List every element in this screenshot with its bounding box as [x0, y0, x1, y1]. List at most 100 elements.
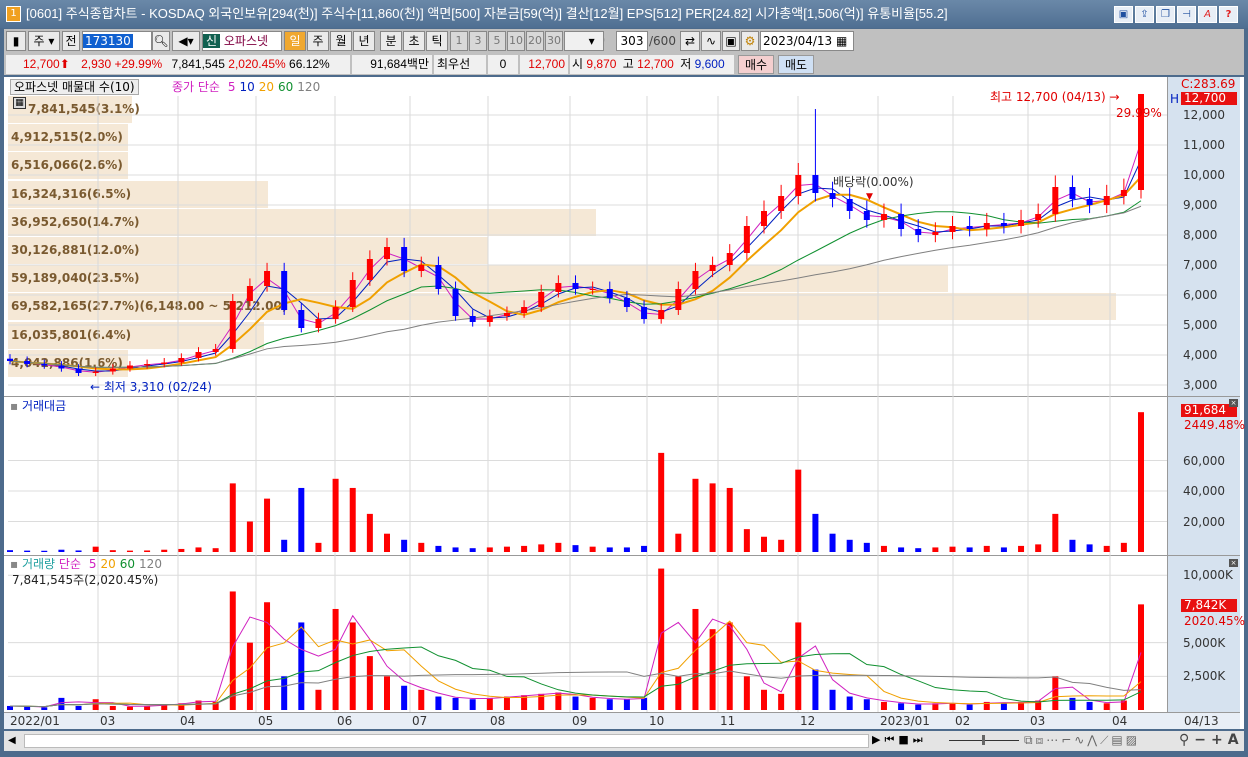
indicator-icon[interactable]: ∿ [701, 31, 721, 51]
market-select[interactable]: 주 ▾ [28, 31, 60, 51]
prev-button[interactable]: 전 [62, 31, 80, 51]
menu-icon[interactable]: ▮ [6, 31, 26, 51]
period-1[interactable]: 주 [307, 31, 329, 51]
low-note: ← 최저 3,310 (02/24) [90, 380, 212, 394]
table-icon[interactable]: ▦ [13, 97, 26, 109]
ma-20-label: 20 [258, 80, 275, 94]
ma-10-label: 10 [239, 80, 255, 94]
period-4[interactable]: 분 [380, 31, 402, 51]
interval-20[interactable]: 20 [526, 31, 544, 51]
date-axis [4, 712, 1240, 729]
candle-icon[interactable]: ⇄ [680, 31, 700, 51]
pin-icon[interactable]: ⊣ [1177, 6, 1196, 23]
axis-h-value: H [1170, 92, 1180, 106]
magnify-icon[interactable]: ⚲ [1179, 732, 1195, 748]
close-panel-icon[interactable]: × [1229, 399, 1238, 407]
count-max: /600 [649, 34, 676, 48]
save-icon[interactable]: ▣ [722, 31, 740, 51]
search-icon[interactable]: 🔍︎ [152, 31, 170, 51]
period-3[interactable]: 년 [353, 31, 375, 51]
interval-10[interactable]: 10 [507, 31, 525, 51]
last-price-box: 12,700 [1181, 92, 1237, 105]
volume-last-pct: 2020.45% [1184, 614, 1246, 628]
interval-30[interactable]: 30 [545, 31, 563, 51]
date-label: 09 [572, 714, 588, 728]
open-price: 9,870 [586, 57, 617, 71]
axis-tick-label: 5,000 [1183, 318, 1218, 332]
volume-profile-band: 69,582,165(27.7%)(6,148.00 ~ 5,212.00) [8, 293, 1116, 321]
popout-icon[interactable]: ▣ [1114, 6, 1133, 23]
period-2[interactable]: 월 [330, 31, 352, 51]
vol-ma-120-label: 120 [139, 557, 162, 571]
help-icon[interactable]: ? [1219, 6, 1238, 23]
amount-last-box: 91,684 [1181, 404, 1237, 417]
code-value: 173130 [83, 34, 133, 48]
sell-button[interactable]: 매도 [778, 55, 814, 74]
volume-ma-label: 단순 [58, 557, 82, 571]
panel-toggle-icon[interactable]: ▪ [10, 557, 19, 571]
volume-profile-band: 36,952,650(14.7%) [8, 208, 596, 236]
volume-profile-band: 16,324,316(6.5%) [8, 180, 268, 208]
bottom-toolbar: ◀ ▶⏮■⏭ ⧉⧈⋯⌐∿⋀⟋▤▨ ⚲−+A [4, 731, 1244, 751]
ma-legend[interactable]: 종가 단순 5 10 20 60 120 [172, 80, 320, 94]
speaker-icon[interactable]: ◀▾ [172, 31, 200, 51]
interval-dropdown[interactable]: ▾ [564, 31, 604, 51]
buy-button[interactable]: 매수 [738, 55, 774, 74]
axis-tick-label: 7,000 [1183, 258, 1218, 272]
chart-tool-icons[interactable]: ⧉⧈⋯⌐∿⋀⟋▤▨ [1024, 733, 1141, 747]
volume-profile-band: 4,912,515(2.0%) [8, 124, 128, 152]
scrollbar[interactable] [24, 734, 869, 748]
count-input[interactable]: 303 [616, 31, 648, 51]
chart-area[interactable] [4, 77, 1244, 729]
code-input[interactable]: 173130 [82, 31, 152, 51]
axis-tick-label: 60,000 [1183, 453, 1225, 468]
zoom-slider-handle[interactable] [982, 735, 985, 745]
date-label: 08 [490, 714, 506, 728]
change: 2,930 [81, 57, 112, 71]
stock-name-field[interactable]: 신 오파스넷 [202, 31, 282, 51]
date-label: 12 [800, 714, 816, 728]
close-panel-icon[interactable]: × [1229, 559, 1238, 567]
axis-tick-label: 9,000 [1183, 198, 1218, 212]
period-0[interactable]: 일 [284, 31, 306, 51]
date-label: 03 [1030, 714, 1046, 728]
volume-last-box: 7,842K [1181, 599, 1237, 612]
turnover: 66.12% [289, 57, 330, 71]
volume-profile-band: 16,035,801(6.4%) [8, 321, 264, 349]
profile-toggle[interactable]: 오파스넷 매물대 수(10) [10, 79, 139, 95]
zoom-in-icon[interactable]: + [1211, 732, 1228, 748]
vol-ma-5-label: 5 [88, 557, 97, 571]
period-6[interactable]: 틱 [426, 31, 448, 51]
panel-toggle-icon[interactable]: ▪ [10, 399, 19, 413]
panel-divider [4, 396, 1240, 397]
auto-icon[interactable]: A [1227, 732, 1244, 748]
upload-icon[interactable]: ⇪ [1135, 6, 1154, 23]
axis-tick-label: 20,000 [1183, 514, 1225, 529]
interval-5[interactable]: 5 [488, 31, 506, 51]
scroll-left-icon[interactable]: ◀ [8, 735, 16, 746]
ma-60-label: 60 [278, 80, 294, 94]
axis-tick-label: 10,000K [1183, 568, 1233, 583]
interval-1[interactable]: 1 [450, 31, 468, 51]
settings-icon[interactable]: ⚙ [741, 31, 759, 51]
high-note: 최고 12,700 (04/13) → [990, 90, 1120, 104]
zoom-out-icon[interactable]: − [1194, 732, 1211, 748]
panel-divider [4, 555, 1240, 556]
calendar-icon[interactable]: ▦ [836, 34, 848, 48]
profile-label: 오파스넷 매물대 수(10) [14, 80, 135, 94]
current-price: 12,700 [23, 57, 60, 71]
date-label: 2022/01 [10, 714, 60, 728]
ma-5-label: 5 [227, 80, 236, 94]
axis-tick-label: 3,000 [1183, 378, 1218, 392]
date-label: 02 [955, 714, 971, 728]
period-5[interactable]: 초 [403, 31, 425, 51]
window-icon[interactable]: ❐ [1156, 6, 1175, 23]
date-input[interactable]: 2023/04/13 ▦ [760, 31, 854, 51]
zoom-tools[interactable]: ⚲−+A [1179, 732, 1244, 748]
best-price: 12,700 [520, 55, 568, 74]
font-icon[interactable]: A [1198, 6, 1217, 23]
volume-legend[interactable]: ▪ 거래량 단순 5 20 60 120 [10, 557, 162, 571]
playback-controls[interactable]: ▶⏮■⏭ [872, 733, 927, 746]
axis-tick-label: 4,000 [1183, 348, 1218, 362]
interval-3[interactable]: 3 [469, 31, 487, 51]
